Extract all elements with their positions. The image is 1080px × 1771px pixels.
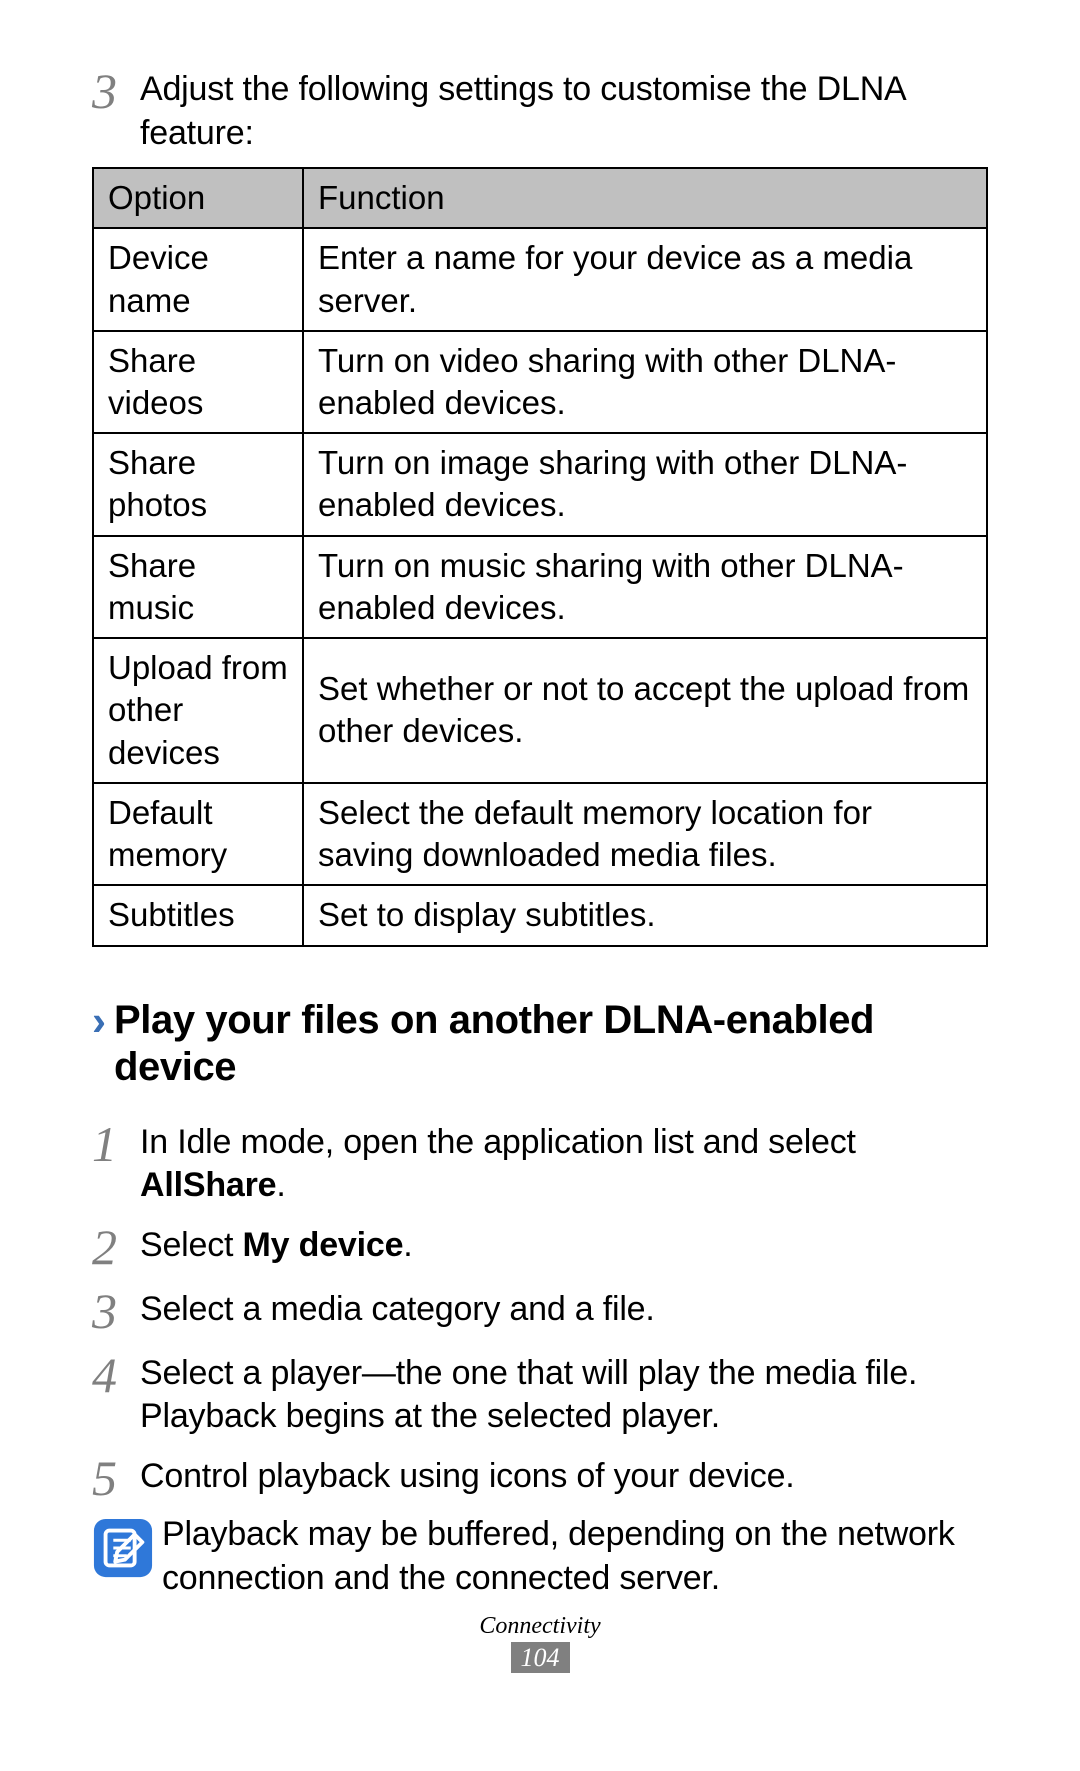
step-text-bold: My device [243, 1226, 404, 1264]
cell-function: Select the default memory location for s… [303, 783, 987, 885]
note-icon [92, 1517, 154, 1579]
step-text-bold: AllShare [140, 1166, 276, 1204]
step-row-2: 2 Select My device. [92, 1218, 988, 1272]
cell-function: Turn on video sharing with other DLNA-en… [303, 331, 987, 433]
step-row-1: 1 In Idle mode, open the application lis… [92, 1115, 988, 1208]
step-text-prefix: Select a media category and a file. [140, 1290, 655, 1328]
step-number: 2 [92, 1218, 140, 1272]
step-number: 5 [92, 1449, 140, 1503]
cell-function: Set to display subtitles. [303, 885, 987, 945]
table-header-row: Option Function [93, 168, 987, 228]
table-row: Subtitles Set to display subtitles. [93, 885, 987, 945]
cell-option: Upload from other devices [93, 638, 303, 783]
step-number: 4 [92, 1346, 140, 1400]
step-text-prefix: In Idle mode, open the application list … [140, 1123, 856, 1161]
intro-step-number: 3 [92, 62, 140, 116]
step-text: Select My device. [140, 1218, 988, 1268]
step-text-suffix: . [276, 1166, 285, 1204]
cell-function: Set whether or not to accept the upload … [303, 638, 987, 783]
footer-page-number: 104 [511, 1642, 570, 1673]
intro-step-text: Adjust the following settings to customi… [140, 62, 988, 155]
cell-function: Enter a name for your device as a media … [303, 228, 987, 330]
note-row: Playback may be buffered, depending on t… [92, 1513, 988, 1600]
cell-option: Device name [93, 228, 303, 330]
table-row: Device name Enter a name for your device… [93, 228, 987, 330]
note-text: Playback may be buffered, depending on t… [162, 1513, 988, 1600]
section-heading: › Play your files on another DLNA-enable… [92, 997, 988, 1091]
cell-function: Turn on image sharing with other DLNA-en… [303, 433, 987, 535]
step-text: Control playback using icons of your dev… [140, 1449, 988, 1499]
step-text-prefix: Select a player—the one that will play t… [140, 1354, 917, 1436]
step-row-5: 5 Control playback using icons of your d… [92, 1449, 988, 1503]
step-text-prefix: Control playback using icons of your dev… [140, 1457, 795, 1495]
col-header-function: Function [303, 168, 987, 228]
col-header-option: Option [93, 168, 303, 228]
step-number: 1 [92, 1115, 140, 1169]
table-row: Upload from other devices Set whether or… [93, 638, 987, 783]
step-text: Select a media category and a file. [140, 1282, 988, 1332]
page-footer: Connectivity 104 [0, 1613, 1080, 1673]
cell-option: Share photos [93, 433, 303, 535]
table-row: Share videos Turn on video sharing with … [93, 331, 987, 433]
table-row: Default memory Select the default memory… [93, 783, 987, 885]
step-text-prefix: Select [140, 1226, 243, 1264]
step-row-4: 4 Select a player—the one that will play… [92, 1346, 988, 1439]
step-text: Select a player—the one that will play t… [140, 1346, 988, 1439]
dlna-options-table: Option Function Device name Enter a name… [92, 167, 988, 947]
cell-option: Share videos [93, 331, 303, 433]
intro-step-row: 3 Adjust the following settings to custo… [92, 62, 988, 155]
cell-function: Turn on music sharing with other DLNA-en… [303, 536, 987, 638]
table-row: Share music Turn on music sharing with o… [93, 536, 987, 638]
cell-option: Subtitles [93, 885, 303, 945]
manual-page: 3 Adjust the following settings to custo… [0, 0, 1080, 1771]
chevron-right-icon: › [92, 999, 106, 1043]
step-text-suffix: . [403, 1226, 412, 1264]
table-row: Share photos Turn on image sharing with … [93, 433, 987, 535]
step-row-3: 3 Select a media category and a file. [92, 1282, 988, 1336]
section-title: Play your files on another DLNA-enabled … [114, 997, 988, 1091]
step-number: 3 [92, 1282, 140, 1336]
footer-section-label: Connectivity [0, 1613, 1080, 1640]
steps-list: 1 In Idle mode, open the application lis… [92, 1115, 988, 1600]
cell-option: Share music [93, 536, 303, 638]
step-text: In Idle mode, open the application list … [140, 1115, 988, 1208]
cell-option: Default memory [93, 783, 303, 885]
